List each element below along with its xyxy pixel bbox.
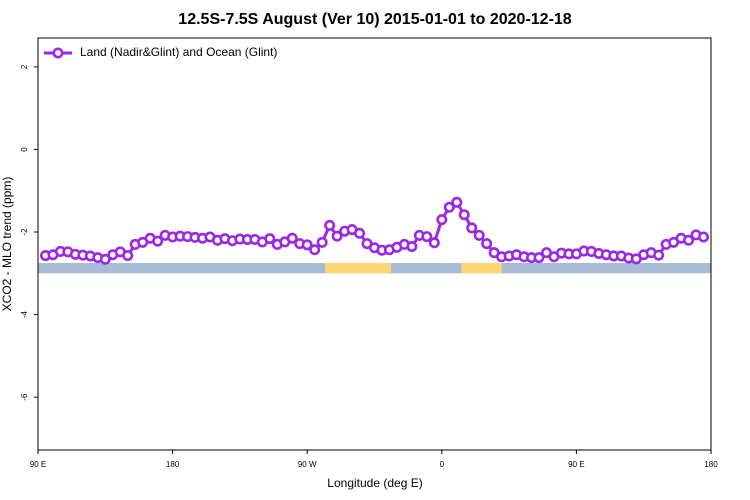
data-point — [683, 234, 695, 246]
data-point — [473, 229, 485, 241]
data-point — [331, 230, 343, 242]
data-point — [533, 252, 545, 264]
data-point — [451, 196, 463, 208]
data-point — [122, 250, 134, 262]
data-point — [421, 231, 433, 243]
data-point — [443, 201, 455, 213]
data-point — [481, 238, 493, 250]
land-band — [461, 262, 502, 274]
data-point — [436, 214, 448, 226]
data-point — [466, 222, 478, 234]
x-tick-label: 0 — [440, 460, 445, 469]
y-tick-label: -2 — [20, 228, 29, 236]
data-point — [309, 244, 321, 256]
x-tick-label: 90 E — [30, 460, 46, 469]
data-point — [698, 231, 710, 243]
data-point — [653, 249, 665, 261]
x-axis-label: Longitude (deg E) — [327, 476, 422, 490]
legend-label: Land (Nadir&Glint) and Ocean (Glint) — [80, 45, 277, 59]
x-tick-label: 180 — [704, 460, 718, 469]
data-point — [286, 232, 298, 244]
data-point — [458, 209, 470, 221]
plot-frame — [37, 37, 712, 451]
data-point — [301, 239, 313, 251]
y-tick-label: 0 — [20, 147, 29, 152]
y-tick-label: -6 — [20, 393, 29, 401]
data-point — [152, 235, 164, 247]
x-tick-label: 180 — [166, 460, 180, 469]
data-point — [264, 233, 276, 245]
legend-marker — [52, 47, 64, 59]
data-point — [406, 240, 418, 252]
y-axis-label: XCO2 - MLO trend (ppm) — [0, 177, 14, 312]
y-tick-label: -4 — [20, 310, 29, 318]
x-tick-label: 90 W — [298, 460, 317, 469]
chart-title: 12.5S-7.5S August (Ver 10) 2015-01-01 to… — [178, 11, 571, 28]
data-point — [324, 219, 336, 231]
land-band — [325, 262, 391, 274]
x-tick-label: 90 E — [568, 460, 584, 469]
y-tick-label: 2 — [20, 64, 29, 69]
data-point — [354, 227, 366, 239]
data-point — [99, 253, 111, 265]
data-point — [428, 237, 440, 249]
data-point — [316, 236, 328, 248]
